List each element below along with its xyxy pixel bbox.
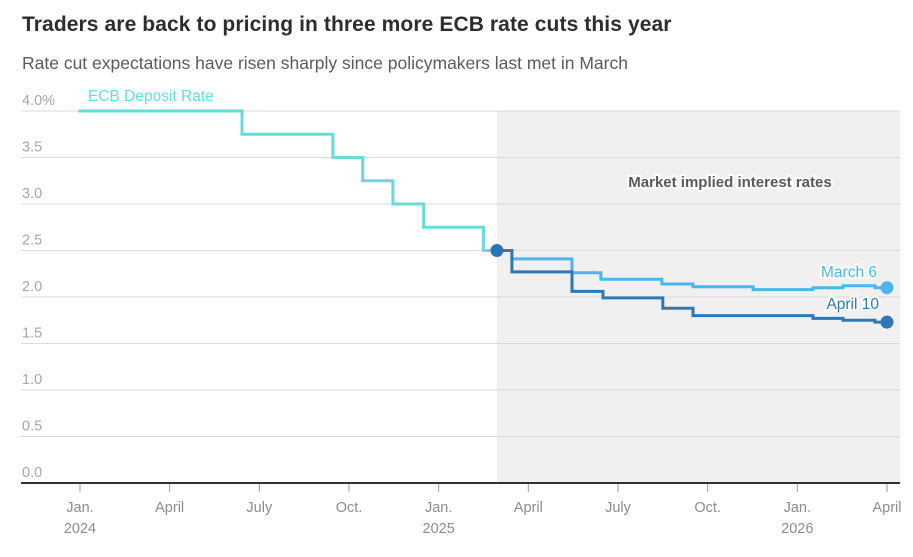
series-label-ecb-deposit-rate: ECB Deposit Rate [88,88,214,105]
series-label-april-10: April 10 [826,296,879,313]
series-line-ecb-deposit-rate [78,109,497,252]
x-tick-label: April [155,500,184,516]
x-tick-label: July [246,500,273,516]
y-tick-label: 2.5 [22,233,42,249]
x-tick-year-label: 2026 [781,521,813,537]
x-tick-label: April [514,500,543,516]
x-tick-year-label: 2025 [423,521,455,537]
chart-subtitle: Rate cut expectations have risen sharply… [22,53,628,73]
y-tick-label: 3.0 [22,186,42,202]
series-end-dot-april-10 [880,315,894,329]
series-line-march-6 [496,249,887,292]
x-tick-year-label: 2024 [64,521,96,537]
y-tick-label: 0.0 [22,465,42,481]
x-tick-label: Oct. [694,500,721,516]
x-tick-label: Jan. [66,500,93,516]
y-tick-label: 2.0 [22,279,42,295]
y-tick-label: 1.5 [22,326,42,342]
junction-dot [490,244,504,257]
x-tick-label: Oct. [336,500,363,516]
series-line-april-10 [496,249,887,324]
x-tick-label: Jan. [784,500,811,516]
series-end-dot-march-6 [880,281,894,295]
series-label-march-6: March 6 [821,264,877,281]
y-tick-label: 3.5 [22,140,42,156]
x-tick-label: April [872,500,901,516]
y-tick-label: 1.0 [22,372,42,388]
annotation-market-implied-rates: Market implied interest rates [628,174,831,191]
y-tick-label: 0.5 [22,419,42,435]
chart-title: Traders are back to pricing in three mor… [22,13,672,36]
x-tick-label: Jan. [425,500,452,516]
x-tick-label: July [605,500,632,516]
y-tick-label: 4.0% [22,93,55,109]
